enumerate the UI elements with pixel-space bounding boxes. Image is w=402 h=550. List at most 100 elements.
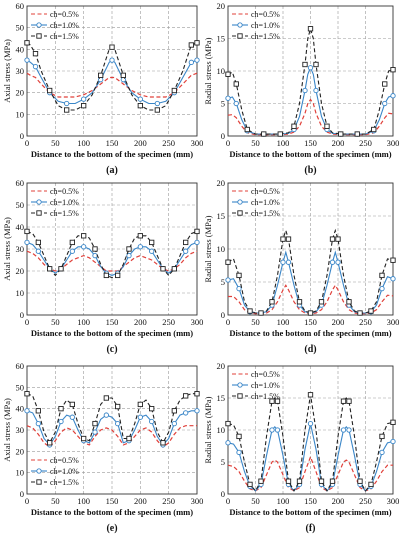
legend-marker bbox=[36, 468, 42, 474]
panel-label: (e) bbox=[106, 523, 117, 534]
x-axis-label: Distance to the bottom of the specimen (… bbox=[229, 149, 391, 159]
y-axis-label: Axial stress (MPa) bbox=[2, 39, 12, 103]
data-point bbox=[269, 398, 275, 404]
data-point bbox=[236, 272, 242, 279]
y-axis-label: Radial stress (MPa) bbox=[203, 37, 213, 104]
data-point bbox=[24, 408, 30, 414]
legend-marker bbox=[237, 33, 243, 39]
data-point bbox=[160, 266, 166, 272]
data-point bbox=[285, 478, 292, 484]
y-tick-label: 50 bbox=[16, 23, 25, 33]
legend-marker bbox=[36, 210, 42, 216]
data-point bbox=[154, 107, 160, 113]
data-point bbox=[307, 26, 314, 32]
data-point bbox=[98, 72, 104, 78]
legend-marker bbox=[237, 210, 243, 216]
data-point bbox=[233, 100, 239, 107]
x-tick-label: 0 bbox=[25, 496, 29, 506]
data-point bbox=[280, 259, 286, 265]
data-point bbox=[24, 228, 30, 235]
series-line bbox=[26, 241, 198, 276]
data-point bbox=[302, 87, 308, 94]
x-tick-label: 300 bbox=[191, 138, 204, 148]
y-tick-label: 0 bbox=[20, 131, 24, 141]
data-point bbox=[390, 419, 396, 425]
legend: ch=0.5% ch=1.0% ch=1.5% bbox=[31, 10, 79, 41]
data-point bbox=[47, 87, 53, 94]
data-point bbox=[390, 93, 396, 99]
data-point bbox=[194, 228, 200, 235]
x-tick-label: 200 bbox=[332, 317, 345, 327]
data-point bbox=[335, 259, 341, 265]
legend-label: ch=1.5% bbox=[251, 32, 280, 41]
data-point bbox=[81, 233, 87, 239]
y-tick-label: 20 bbox=[16, 446, 25, 456]
y-tick-label: 10 bbox=[16, 468, 25, 478]
data-point bbox=[24, 391, 30, 397]
legend: ch=0.5% ch=1.0% ch=1.5% bbox=[232, 370, 280, 401]
x-tick-label: 0 bbox=[226, 317, 230, 327]
data-point bbox=[318, 478, 325, 484]
data-point bbox=[225, 277, 231, 283]
x-tick-label: 250 bbox=[162, 138, 175, 148]
data-point bbox=[236, 285, 242, 292]
x-axis-label: Distance to the bottom of the specimen (… bbox=[229, 328, 391, 338]
data-point bbox=[171, 87, 177, 94]
data-point bbox=[69, 414, 75, 420]
series-line bbox=[26, 230, 198, 279]
data-point bbox=[32, 64, 39, 70]
data-point bbox=[24, 239, 30, 246]
data-point bbox=[285, 236, 292, 242]
data-point bbox=[280, 236, 286, 242]
data-point bbox=[390, 257, 396, 263]
data-point bbox=[324, 123, 330, 129]
data-point bbox=[225, 71, 231, 77]
panel-f: 0 50 100 150 200 250 300 0 5 10 15 20 Distance to th… bbox=[203, 361, 399, 534]
series-ch=0.5% bbox=[26, 250, 198, 272]
data-point bbox=[81, 435, 87, 442]
data-point bbox=[307, 310, 314, 316]
plot-frame bbox=[26, 182, 198, 316]
legend-label: ch=1.0% bbox=[251, 381, 280, 390]
x-tick-label: 200 bbox=[332, 496, 345, 506]
data-point bbox=[188, 42, 194, 48]
y-tick-label: 10 bbox=[217, 66, 226, 76]
series-ch=0.5% bbox=[26, 425, 197, 448]
data-point bbox=[335, 236, 341, 242]
data-point bbox=[296, 478, 303, 484]
data-point bbox=[109, 57, 115, 63]
plot-frame bbox=[227, 365, 394, 495]
data-point bbox=[109, 44, 115, 50]
x-axis-label: Distance to the bottom of the specimen (… bbox=[31, 328, 193, 338]
y-tick-label: 15 bbox=[217, 393, 226, 403]
y-tick-label: 10 bbox=[16, 109, 25, 119]
legend-label: ch=1.5% bbox=[251, 209, 280, 218]
data-point bbox=[171, 266, 177, 272]
data-point bbox=[307, 420, 314, 427]
y-tick-label: 30 bbox=[16, 66, 25, 76]
legend-label: ch=0.5% bbox=[50, 456, 79, 465]
x-tick-label: 200 bbox=[332, 138, 345, 148]
x-tick-label: 200 bbox=[134, 317, 147, 327]
data-point bbox=[149, 406, 155, 412]
series-ch=1.5% bbox=[225, 26, 396, 137]
x-tick-label: 150 bbox=[106, 317, 119, 327]
y-tick-label: 0 bbox=[221, 131, 225, 141]
x-tick-label: 250 bbox=[162, 496, 175, 506]
legend-marker bbox=[36, 199, 42, 205]
data-point bbox=[58, 418, 64, 425]
data-point bbox=[35, 248, 41, 254]
y-tick-label: 50 bbox=[16, 200, 25, 210]
data-point bbox=[47, 440, 53, 446]
data-point bbox=[269, 299, 275, 305]
panel-b: 0 50 100 150 200 250 300 0 5 10 15 20 Distance to th… bbox=[203, 1, 399, 176]
y-tick-label: 30 bbox=[16, 425, 25, 435]
y-axis-label: Axial stress (MPa) bbox=[2, 217, 12, 281]
x-tick-label: 250 bbox=[359, 317, 372, 327]
panel-e: 0 50 100 150 200 250 300 0 10 20 30 40 50 60 Distance … bbox=[2, 361, 203, 534]
data-point bbox=[194, 391, 200, 397]
data-point bbox=[69, 401, 75, 408]
data-point bbox=[81, 244, 87, 250]
legend-label: ch=0.5% bbox=[251, 187, 280, 196]
x-tick-label: 150 bbox=[106, 138, 119, 148]
